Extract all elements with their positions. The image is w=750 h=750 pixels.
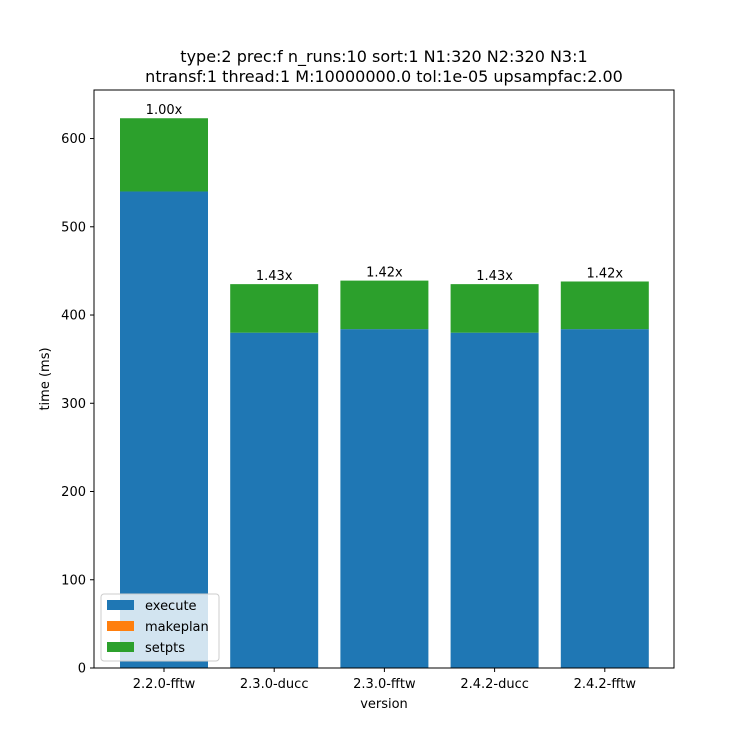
y-tick-label: 300	[61, 397, 86, 412]
legend-label-execute: execute	[145, 599, 197, 614]
y-tick-label: 100	[61, 573, 86, 588]
plot-area: 1.00x 2.2.0-fftw 1.43x 2.3.0-ducc 1.42x 2.3.0…	[61, 89, 675, 692]
bar-execute	[230, 332, 319, 668]
bar-setpts	[230, 284, 319, 333]
y-tick-label: 500	[61, 220, 86, 235]
y-tick-label: 0	[78, 662, 86, 677]
bar-execute	[450, 332, 539, 668]
legend-label-setpts: setpts	[145, 641, 185, 656]
bar-setpts	[340, 280, 429, 330]
legend-swatch-execute	[107, 600, 134, 610]
legend-label-makeplan: makeplan	[145, 620, 209, 635]
bar-execute	[120, 191, 208, 669]
bar-label: 1.43x	[256, 269, 293, 284]
bar-label: 1.43x	[476, 269, 513, 284]
bar-label: 1.42x	[366, 266, 403, 281]
chart-title-line-1: type:2 prec:f n_runs:10 sort:1 N1:320 N2…	[180, 47, 587, 67]
chart-title-line-2: ntransf:1 thread:1 M:10000000.0 tol:1e-0…	[145, 67, 623, 86]
x-tick-label: 2.4.2-ducc	[460, 677, 529, 692]
bar-execute	[560, 329, 649, 668]
legend-swatch-makeplan	[107, 621, 134, 631]
y-tick-label: 400	[61, 309, 86, 324]
x-tick-label: 2.4.2-fftw	[574, 677, 637, 692]
bar-setpts	[560, 281, 649, 330]
legend-swatch-setpts	[107, 642, 134, 652]
bar-setpts	[450, 284, 539, 333]
x-axis-label: version	[360, 697, 408, 712]
bar-execute	[340, 329, 429, 668]
bar-label: 1.00x	[146, 103, 183, 118]
x-tick-label: 2.3.0-ducc	[240, 677, 309, 692]
x-tick-label: 2.3.0-fftw	[353, 677, 416, 692]
y-tick-label: 600	[61, 132, 86, 147]
bar-setpts	[120, 118, 208, 192]
y-axis-label: time (ms)	[38, 347, 53, 410]
y-tick-label: 200	[61, 485, 86, 500]
x-tick-label: 2.2.0-fftw	[133, 677, 196, 692]
bar-label: 1.42x	[586, 266, 623, 281]
axes-frame	[93, 89, 675, 669]
